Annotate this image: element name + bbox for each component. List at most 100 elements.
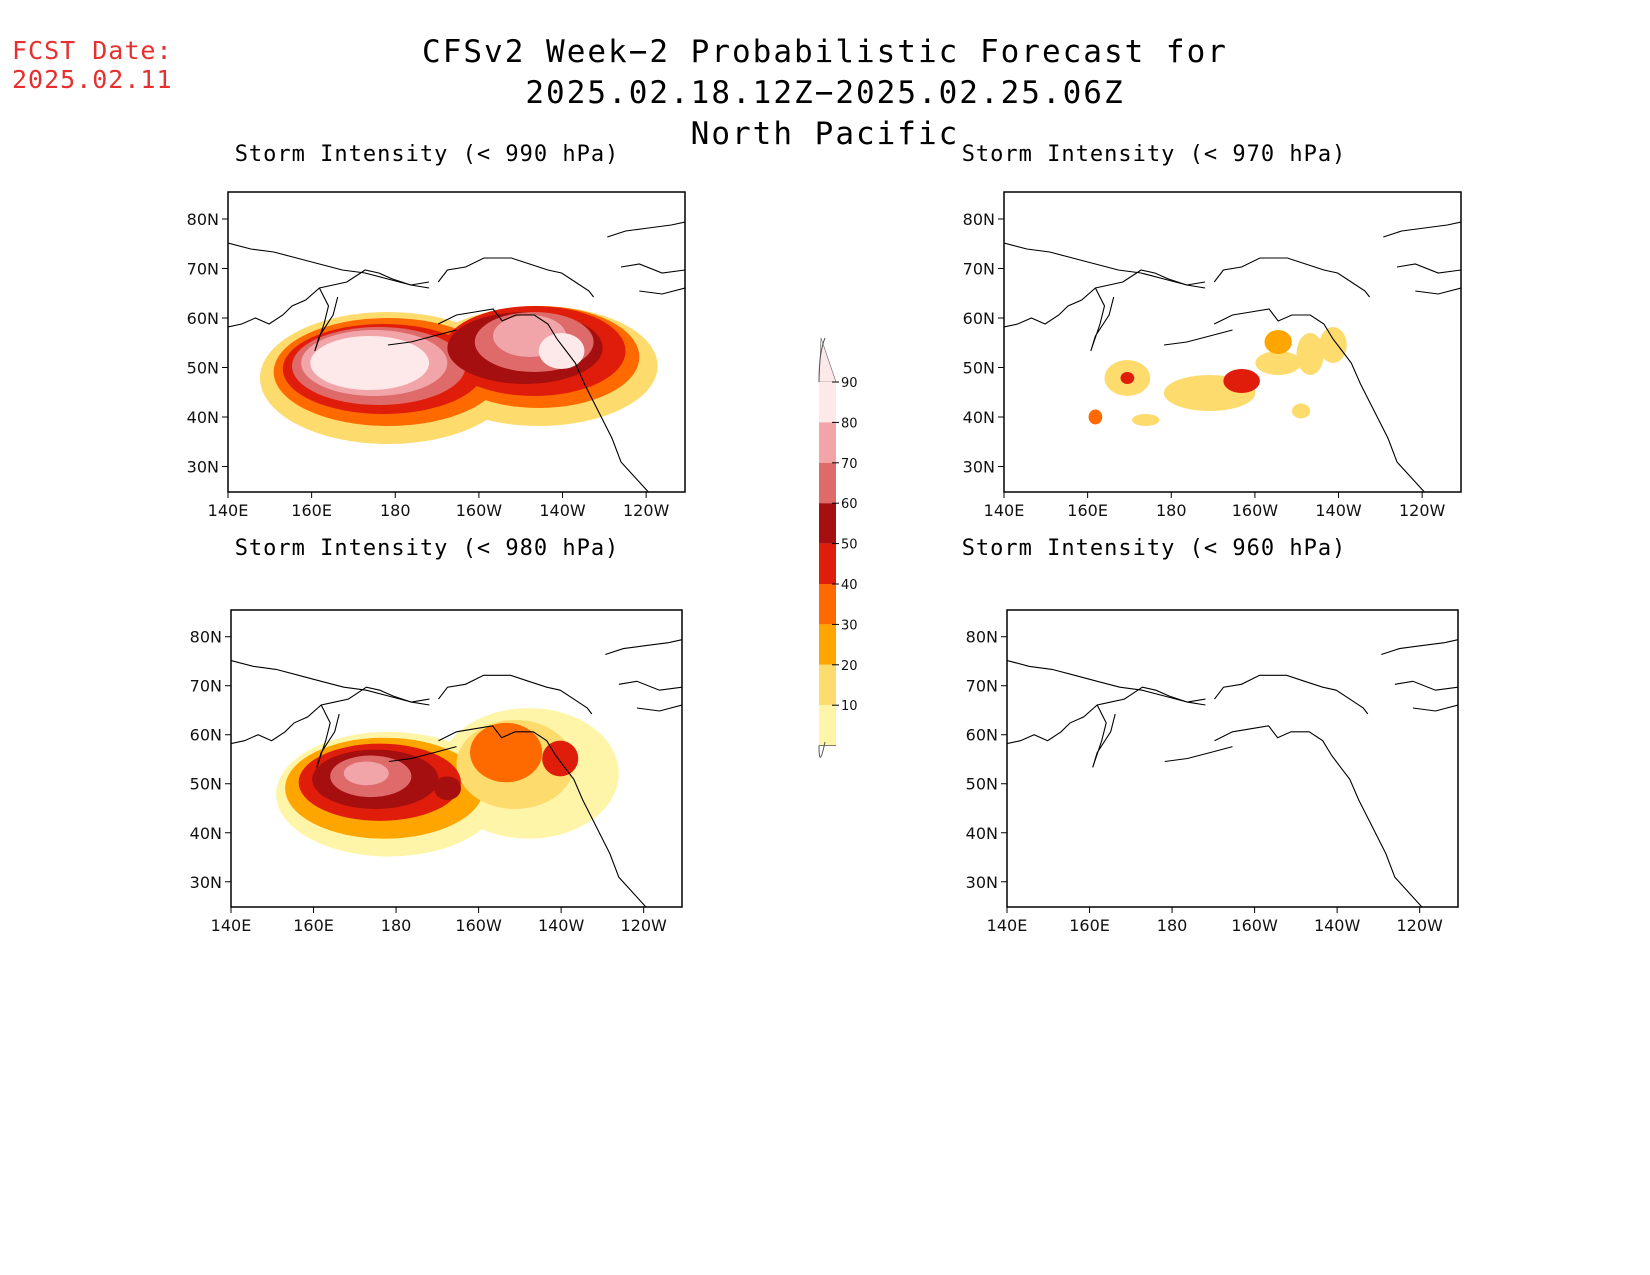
prob-area bbox=[1088, 409, 1103, 425]
prob-area bbox=[1319, 327, 1347, 363]
lat-label: 50N bbox=[187, 359, 219, 378]
colorbar-label: 60 bbox=[841, 497, 858, 512]
colorbar-label: 70 bbox=[841, 457, 858, 472]
lon-label: 180 bbox=[381, 916, 412, 935]
lat-label: 70N bbox=[963, 260, 995, 279]
colorbar-segment bbox=[819, 664, 836, 706]
colorbar-segment bbox=[819, 422, 836, 463]
coastline bbox=[438, 674, 593, 715]
coastline bbox=[387, 329, 457, 346]
prob-area bbox=[538, 333, 585, 369]
prob-area bbox=[1223, 369, 1260, 393]
lon-label: 180 bbox=[1156, 501, 1187, 520]
coastline bbox=[228, 269, 430, 328]
coastline bbox=[228, 242, 430, 286]
colorbar-segment bbox=[819, 543, 836, 584]
coastline bbox=[1090, 287, 1115, 352]
lat-label: 40N bbox=[963, 408, 995, 427]
lon-label: 160E bbox=[291, 501, 332, 520]
coastline bbox=[316, 704, 340, 768]
lon-label: 120W bbox=[620, 916, 667, 935]
prob-area bbox=[433, 776, 462, 801]
coastline bbox=[438, 725, 647, 907]
lat-label: 80N bbox=[190, 628, 222, 647]
panel-frame bbox=[1003, 191, 1462, 493]
lon-label: 160W bbox=[455, 916, 502, 935]
prob-area bbox=[1120, 372, 1135, 384]
coastline bbox=[605, 639, 682, 656]
lat-label: 70N bbox=[187, 260, 219, 279]
colorbar-top-edge bbox=[818, 337, 826, 383]
colorbar-segment bbox=[819, 462, 836, 504]
coastline bbox=[607, 221, 685, 238]
colorbar-label: 50 bbox=[841, 538, 858, 553]
coastline bbox=[620, 263, 685, 274]
coastline bbox=[231, 686, 430, 745]
lon-label: 120W bbox=[623, 501, 670, 520]
lat-label: 60N bbox=[187, 309, 219, 328]
lon-label: 120W bbox=[1399, 501, 1446, 520]
coastline bbox=[1164, 746, 1233, 763]
lat-label: 40N bbox=[187, 408, 219, 427]
lon-label: 120W bbox=[1396, 916, 1443, 935]
colorbar-label: 80 bbox=[841, 416, 858, 431]
coastline bbox=[639, 287, 685, 295]
coastline bbox=[1004, 242, 1206, 286]
lon-label: 160W bbox=[1231, 916, 1278, 935]
lat-label: 30N bbox=[966, 873, 998, 892]
lat-label: 50N bbox=[966, 775, 998, 794]
page-title: CFSv2 Week−2 Probabilistic Forecast for … bbox=[180, 32, 1470, 155]
prob-area bbox=[1291, 403, 1311, 419]
lon-label: 180 bbox=[380, 501, 411, 520]
lon-label: 140W bbox=[1315, 501, 1362, 520]
panel-title-960: Storm Intensity (< 960 hPa) bbox=[961, 536, 1347, 561]
fcst-date: FCST Date: 2025.02.11 bbox=[12, 36, 173, 94]
colorbar-label: 20 bbox=[841, 659, 858, 674]
coastline bbox=[618, 680, 682, 691]
lat-label: 40N bbox=[190, 824, 222, 843]
lat-label: 30N bbox=[963, 458, 995, 477]
coastline bbox=[314, 287, 339, 352]
coastline bbox=[1381, 639, 1458, 656]
lon-label: 140W bbox=[539, 501, 586, 520]
lon-label: 160E bbox=[1069, 916, 1110, 935]
coastline bbox=[1396, 263, 1461, 274]
coastline bbox=[1163, 329, 1233, 346]
lon-label: 140E bbox=[984, 501, 1025, 520]
lon-label: 160E bbox=[1067, 501, 1108, 520]
panel-frame bbox=[227, 191, 686, 493]
prob-area bbox=[1264, 330, 1292, 354]
coastline bbox=[1004, 269, 1206, 328]
lon-label: 140E bbox=[208, 501, 249, 520]
coastline bbox=[1214, 674, 1369, 715]
panel-frame bbox=[230, 609, 683, 908]
title-line-1: CFSv2 Week−2 Probabilistic Forecast for … bbox=[422, 34, 1228, 111]
lat-label: 30N bbox=[190, 873, 222, 892]
coastline bbox=[231, 659, 430, 703]
lat-label: 60N bbox=[966, 726, 998, 745]
lon-label: 160E bbox=[293, 916, 334, 935]
map-panel-p990: 80N 70N 60N 50N 40N 30N 140E 160E 180 160W 140W 120… bbox=[187, 191, 686, 520]
colorbar: 90 80 70 60 50 40 30 20 10 bbox=[818, 337, 858, 758]
lat-label: 60N bbox=[963, 309, 995, 328]
prob-area bbox=[310, 336, 430, 390]
coastline bbox=[1213, 257, 1371, 298]
panel-title-970: Storm Intensity (< 970 hPa) bbox=[961, 142, 1347, 167]
lat-label: 40N bbox=[966, 824, 998, 843]
colorbar-top-cap bbox=[818, 337, 837, 383]
fcst-date-label: FCST Date: bbox=[12, 36, 173, 65]
colorbar-label: 40 bbox=[841, 578, 858, 593]
lat-label: 30N bbox=[187, 458, 219, 477]
coastline bbox=[1214, 725, 1423, 907]
prob-area bbox=[1255, 351, 1302, 375]
title-line-2: North Pacific bbox=[690, 116, 960, 152]
map-panel-p960: 80N 70N 60N 50N 40N 30N 140E 160E 180 160W 140W 120… bbox=[966, 609, 1459, 935]
lon-label: 140W bbox=[1314, 916, 1361, 935]
coastline bbox=[1412, 704, 1458, 712]
colorbar-bottom-cap bbox=[818, 741, 826, 758]
lon-label: 140E bbox=[987, 916, 1028, 935]
panel-title-980: Storm Intensity (< 980 hPa) bbox=[234, 536, 620, 561]
lat-label: 70N bbox=[190, 677, 222, 696]
colorbar-segment bbox=[819, 584, 836, 625]
